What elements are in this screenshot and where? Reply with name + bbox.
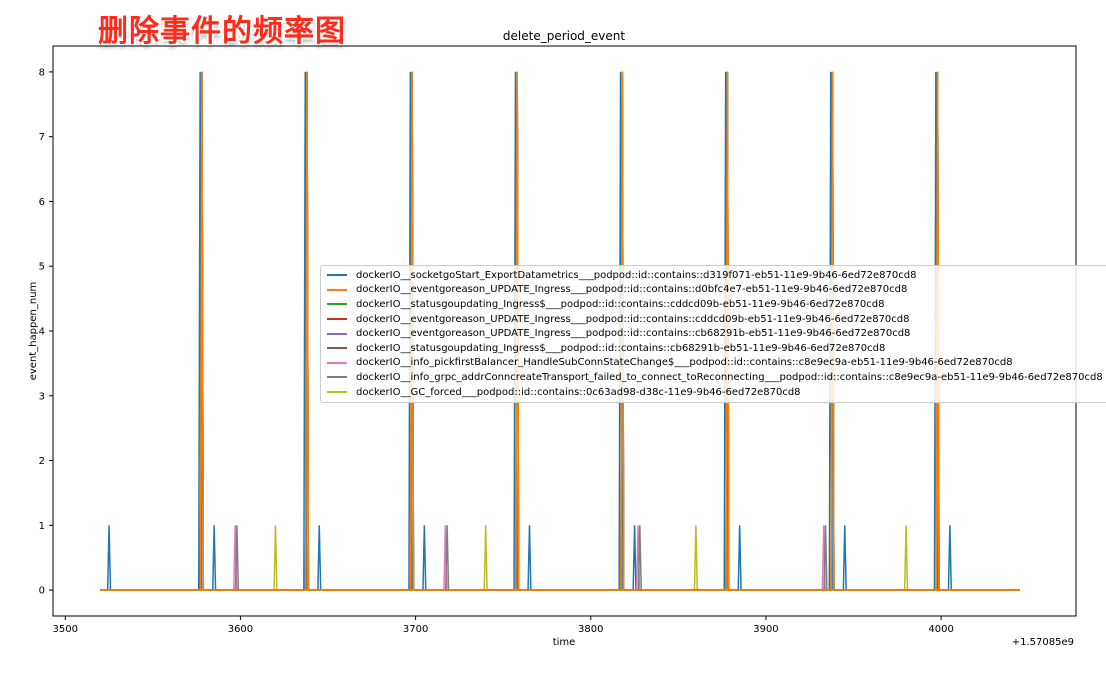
y-ticks: 0 1 2 3 4 5 6 7 8	[39, 67, 53, 597]
legend-item: dockerIO__GC_forced___podpod::id::contai…	[327, 385, 1103, 400]
y-tick-label: 1	[39, 521, 45, 532]
legend-item: dockerIO__eventgoreason_UPDATE_Ingress__…	[327, 283, 1103, 298]
series-line-8	[100, 525, 1020, 591]
y-tick-label: 4	[39, 327, 45, 338]
y-tick-label: 7	[39, 132, 45, 143]
legend-label: dockerIO__statusgoupdating_Ingress$___po…	[356, 342, 886, 354]
legend-item: dockerIO__statusgoupdating_Ingress$___po…	[327, 297, 1103, 312]
x-tick-label: 3600	[228, 624, 253, 635]
y-tick-label: 5	[39, 262, 45, 273]
series-line-2	[100, 71, 1020, 591]
chart-title: delete_period_event	[503, 29, 626, 43]
legend-item: dockerIO__statusgoupdating_Ingress$___po…	[327, 341, 1103, 356]
legend-swatch	[327, 391, 347, 394]
x-tick-label: 4000	[928, 624, 953, 635]
legend-item: dockerIO__eventgoreason_UPDATE_Ingress__…	[327, 312, 1103, 327]
x-tick-label: 3700	[403, 624, 428, 635]
y-tick-label: 3	[39, 391, 45, 402]
legend-swatch	[327, 318, 347, 321]
x-tick-label: 3800	[578, 624, 603, 635]
x-ticks: 3500 3600 3700 3800 3900 4000	[53, 616, 954, 635]
y-axis-label: event_happen_num	[28, 282, 39, 381]
legend-label: dockerIO__info_grpc_addrConncreateTransp…	[356, 371, 1103, 383]
legend-swatch	[327, 288, 347, 291]
legend-swatch	[327, 303, 347, 306]
legend: dockerIO__socketgoStart_ExportDatametric…	[320, 265, 1106, 404]
legend-label: dockerIO__GC_forced___podpod::id::contai…	[356, 386, 801, 398]
legend-label: dockerIO__info_pickfirstBalancer_HandleS…	[356, 357, 1013, 369]
legend-label: dockerIO__eventgoreason_UPDATE_Ingress__…	[356, 284, 908, 296]
legend-label: dockerIO__statusgoupdating_Ingress$___po…	[356, 298, 885, 310]
legend-swatch	[327, 361, 347, 364]
x-tick-label: 3900	[753, 624, 778, 635]
legend-label: dockerIO__eventgoreason_UPDATE_Ingress__…	[356, 328, 911, 340]
legend-item: dockerIO__info_pickfirstBalancer_HandleS…	[327, 356, 1103, 371]
x-axis-offset: +1.57085e9	[1012, 637, 1074, 648]
legend-item: dockerIO__eventgoreason_UPDATE_Ingress__…	[327, 326, 1103, 341]
series-layer	[100, 71, 1020, 591]
legend-swatch	[327, 376, 347, 379]
y-tick-label: 0	[39, 586, 45, 597]
x-axis-label: time	[553, 637, 576, 648]
series-line-1	[100, 71, 1020, 591]
y-tick-label: 2	[39, 456, 45, 467]
legend-item: dockerIO__info_grpc_addrConncreateTransp…	[327, 370, 1103, 385]
legend-item: dockerIO__socketgoStart_ExportDatametric…	[327, 268, 1103, 283]
legend-swatch	[327, 274, 347, 277]
y-tick-label: 6	[39, 197, 45, 208]
legend-label: dockerIO__socketgoStart_ExportDatametric…	[356, 269, 917, 281]
legend-label: dockerIO__eventgoreason_UPDATE_Ingress__…	[356, 313, 910, 325]
x-tick-label: 3500	[53, 624, 78, 635]
legend-swatch	[327, 347, 347, 350]
legend-swatch	[327, 332, 347, 335]
y-tick-label: 8	[39, 67, 45, 78]
overlay-title: 删除事件的频率图	[98, 14, 346, 49]
